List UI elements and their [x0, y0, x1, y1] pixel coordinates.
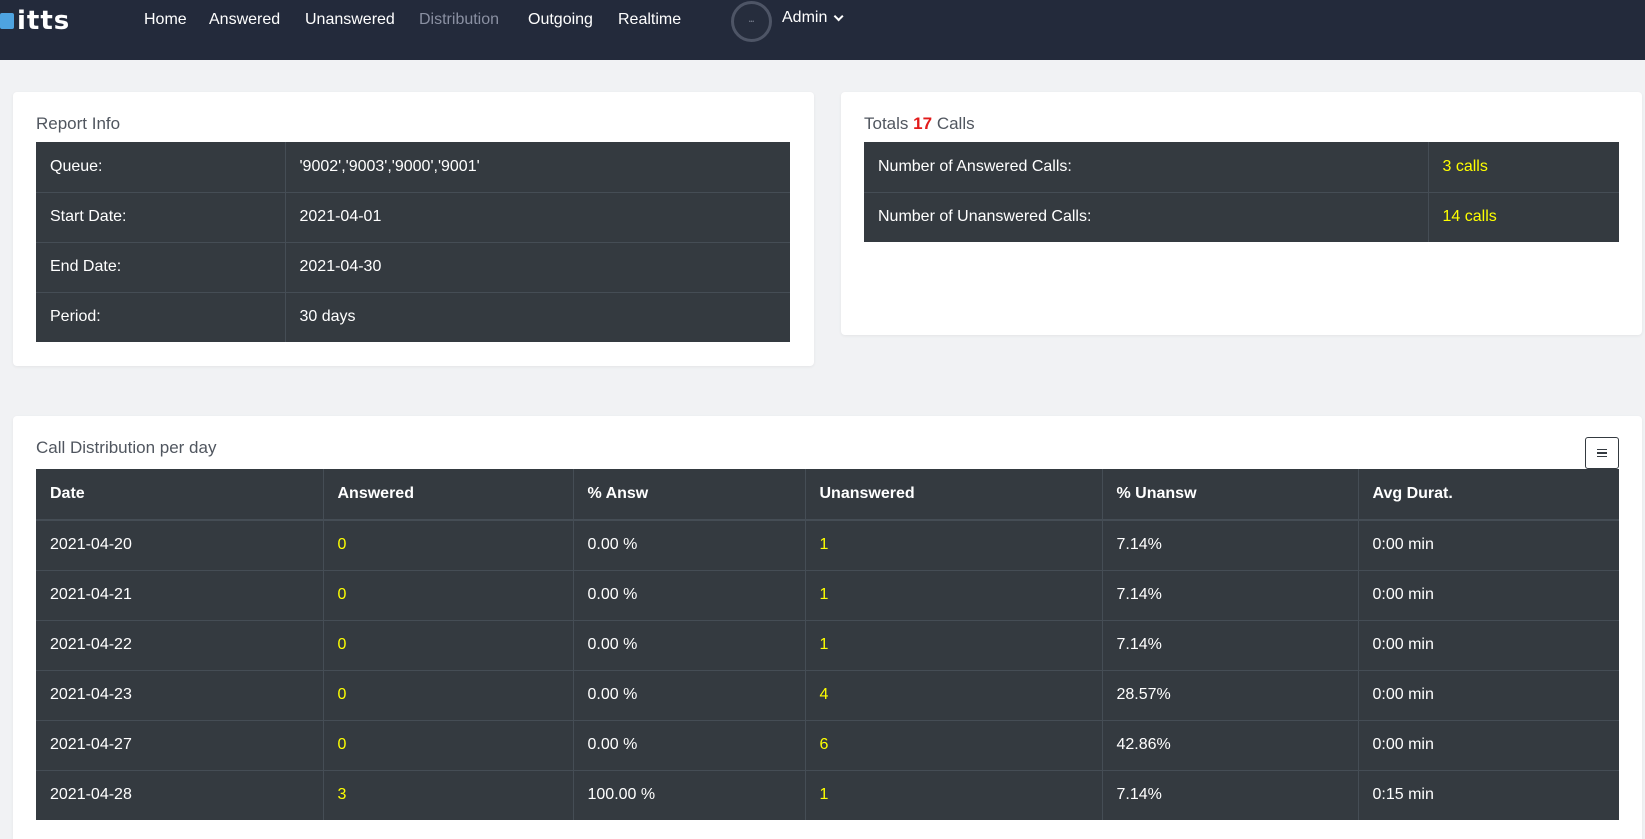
hamburger-icon [1597, 452, 1607, 454]
row-label: Period: [36, 291, 285, 342]
distribution-title: Call Distribution per day [36, 438, 217, 457]
cell-pct-answered: 0.00 % [572, 619, 805, 670]
cell-avg-duration: 0:15 min [1357, 769, 1619, 820]
totals-row: Number of Unanswered Calls: 14 calls [864, 191, 1619, 242]
cell-pct-answered: 0.00 % [572, 719, 805, 770]
column-header[interactable]: Avg Durat. [1357, 469, 1619, 521]
row-label: Queue: [50, 157, 103, 175]
cell-answered: 0 [322, 669, 573, 720]
cell-pct-answered: 0.00 % [572, 669, 805, 720]
table-row: 2021-04-27 0 0.00 % 6 42.86% 0:00 min [36, 719, 1619, 770]
cell-pct-unanswered: 42.86% [1101, 719, 1358, 770]
cell-unanswered: 1 [804, 769, 1102, 820]
logo-badge-icon [0, 13, 14, 29]
table-row: 2021-04-20 0 0.00 % 1 7.14% 0:00 min [36, 520, 1619, 570]
nav-home[interactable]: Home [144, 11, 187, 28]
nav-realtime[interactable]: Realtime [618, 11, 682, 28]
table-row: 2021-04-22 0 0.00 % 1 7.14% 0:00 min [36, 619, 1619, 670]
cell-pct-unanswered: 28.57% [1101, 669, 1358, 720]
table-row: 2021-04-28 3 100.00 % 1 7.14% 0:15 min [36, 769, 1619, 820]
cell-avg-duration: 0:00 min [1357, 719, 1619, 770]
cell-unanswered: 1 [804, 569, 1102, 620]
cell-answered: 0 [322, 619, 573, 670]
totals-count: 17 [913, 114, 933, 133]
cell-date: 2021-04-28 [36, 769, 323, 820]
table-row: 2021-04-21 0 0.00 % 1 7.14% 0:00 min [36, 569, 1619, 620]
avatar-image-icon: ••• [748, 18, 755, 25]
cell-avg-duration: 0:00 min [1357, 619, 1619, 670]
row-label: Number of Unanswered Calls: [864, 191, 1428, 242]
row-label: Number of Answered Calls: [878, 157, 1072, 175]
totals-prefix: Totals [864, 114, 909, 133]
hamburger-icon [1597, 448, 1607, 451]
row-label: Start Date: [36, 191, 285, 242]
cell-pct-unanswered: 7.14% [1101, 520, 1358, 570]
cell-pct-answered: 100.00 % [572, 769, 805, 820]
user-menu[interactable]: Admin [782, 9, 844, 27]
report-info-table: Queue: '9002','9003','9000','9001' Start… [36, 142, 790, 342]
column-header[interactable]: Unanswered [804, 469, 1102, 521]
cell-unanswered: 4 [804, 669, 1102, 720]
cell-pct-unanswered: 7.14% [1101, 569, 1358, 620]
app-logo[interactable]: itts [0, 6, 70, 36]
export-menu-button[interactable] [1585, 437, 1619, 469]
row-value: 2021-04-01 [284, 191, 790, 242]
cell-pct-unanswered: 7.14% [1101, 619, 1358, 670]
table-row: 2021-04-23 0 0.00 % 4 28.57% 0:00 min [36, 669, 1619, 720]
totals-title: Totals 17 Calls [864, 114, 975, 134]
cell-pct-answered: 0.00 % [572, 569, 805, 620]
distribution-table: Date Answered % Answ Unanswered % Unansw… [36, 469, 1619, 820]
cell-pct-answered: 0.00 % [572, 520, 805, 570]
cell-pct-unanswered: 7.14% [1101, 769, 1358, 820]
totals-card: Totals 17 Calls Number of Answered Calls… [841, 92, 1642, 335]
cell-avg-duration: 0:00 min [1357, 569, 1619, 620]
totals-suffix: Calls [936, 114, 975, 133]
nav-unanswered[interactable]: Unanswered [305, 11, 395, 28]
cell-answered: 0 [322, 520, 573, 570]
totals-row: Number of Answered Calls: 3 calls [864, 142, 1619, 192]
cell-answered: 0 [322, 569, 573, 620]
column-header[interactable]: % Unansw [1101, 469, 1358, 521]
row-value: 30 days [284, 291, 790, 342]
hamburger-icon [1597, 455, 1607, 458]
row-value: 2021-04-30 [284, 241, 790, 292]
cell-avg-duration: 0:00 min [1357, 669, 1619, 720]
report-info-title: Report Info [36, 114, 121, 133]
column-header[interactable]: Answered [322, 469, 573, 521]
column-header[interactable]: Date [36, 469, 323, 521]
user-name: Admin [782, 9, 828, 26]
cell-unanswered: 1 [804, 619, 1102, 670]
row-value: 3 calls [1427, 142, 1619, 192]
cell-answered: 3 [322, 769, 573, 820]
report-info-row: Start Date: 2021-04-01 [36, 191, 790, 242]
report-info-row: Period: 30 days [36, 291, 790, 342]
nav-answered[interactable]: Answered [209, 11, 281, 28]
nav-outgoing[interactable]: Outgoing [528, 11, 593, 28]
avatar[interactable]: ••• [731, 1, 772, 42]
cell-date: 2021-04-20 [50, 536, 132, 554]
top-navbar: itts Home Answered Unanswered Distributi… [0, 0, 1645, 60]
cell-unanswered: 6 [804, 719, 1102, 770]
cell-answered: 0 [322, 719, 573, 770]
column-header[interactable]: % Answ [572, 469, 805, 521]
row-value: 14 calls [1427, 191, 1619, 242]
nav-distribution[interactable]: Distribution [419, 11, 500, 28]
totals-table: Number of Answered Calls: 3 calls Number… [864, 142, 1619, 242]
cell-avg-duration: 0:00 min [1357, 520, 1619, 570]
logo-text: itts [17, 6, 71, 36]
cell-date: 2021-04-23 [36, 669, 323, 720]
chevron-down-icon [834, 10, 844, 21]
distribution-card: Call Distribution per day Date Answered … [13, 416, 1642, 839]
report-info-row: End Date: 2021-04-30 [36, 241, 790, 292]
report-info-row: Queue: '9002','9003','9000','9001' [36, 142, 790, 192]
row-value: '9002','9003','9000','9001' [284, 142, 790, 192]
cell-date: 2021-04-27 [36, 719, 323, 770]
report-info-card: Report Info Queue: '9002','9003','9000',… [13, 92, 814, 366]
cell-date: 2021-04-21 [36, 569, 323, 620]
row-label: End Date: [36, 241, 285, 292]
cell-date: 2021-04-22 [36, 619, 323, 670]
table-header-row: Date Answered % Answ Unanswered % Unansw… [36, 469, 1619, 521]
cell-unanswered: 1 [804, 520, 1102, 570]
